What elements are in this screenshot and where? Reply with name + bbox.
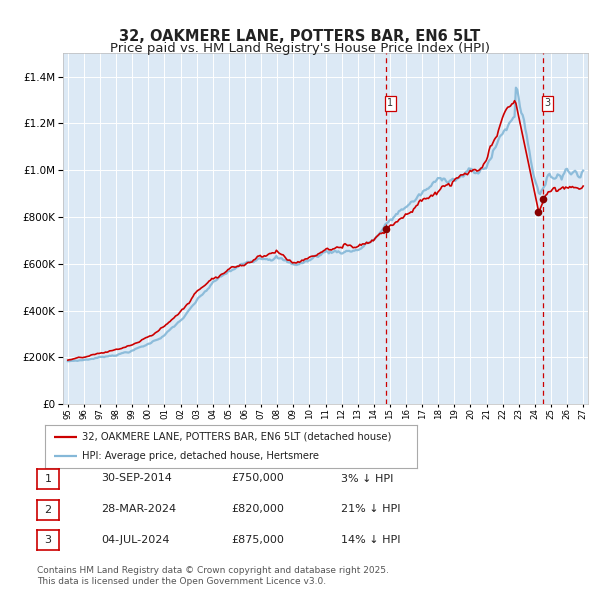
Text: 1: 1 (387, 99, 394, 109)
Text: 32, OAKMERE LANE, POTTERS BAR, EN6 5LT (detached house): 32, OAKMERE LANE, POTTERS BAR, EN6 5LT (… (82, 432, 392, 442)
Text: 32, OAKMERE LANE, POTTERS BAR, EN6 5LT: 32, OAKMERE LANE, POTTERS BAR, EN6 5LT (119, 29, 481, 44)
Text: £820,000: £820,000 (231, 504, 284, 514)
Text: 30-SEP-2014: 30-SEP-2014 (101, 474, 172, 483)
Text: 2: 2 (44, 505, 52, 514)
Text: 21% ↓ HPI: 21% ↓ HPI (341, 504, 400, 514)
Text: 14% ↓ HPI: 14% ↓ HPI (341, 535, 400, 545)
Text: 1: 1 (44, 474, 52, 484)
Text: 3: 3 (44, 536, 52, 545)
Text: HPI: Average price, detached house, Hertsmere: HPI: Average price, detached house, Hert… (82, 451, 319, 461)
Text: Contains HM Land Registry data © Crown copyright and database right 2025.
This d: Contains HM Land Registry data © Crown c… (37, 566, 389, 586)
Text: Price paid vs. HM Land Registry's House Price Index (HPI): Price paid vs. HM Land Registry's House … (110, 42, 490, 55)
Text: 28-MAR-2024: 28-MAR-2024 (101, 504, 176, 514)
Text: £875,000: £875,000 (231, 535, 284, 545)
Text: £750,000: £750,000 (231, 474, 284, 483)
Bar (543, 53, 599, 404)
Text: 3% ↓ HPI: 3% ↓ HPI (341, 474, 393, 483)
Text: 04-JUL-2024: 04-JUL-2024 (101, 535, 169, 545)
Text: 3: 3 (544, 99, 550, 109)
